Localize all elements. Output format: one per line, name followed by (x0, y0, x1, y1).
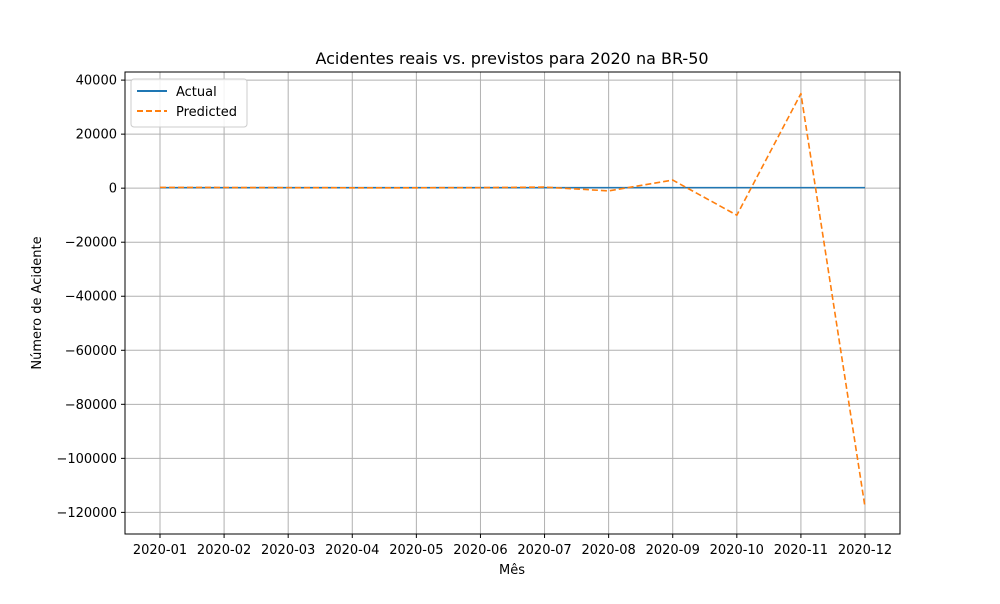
y-tick-label: −20000 (65, 236, 117, 251)
x-tick-label: 2020-07 (517, 543, 571, 558)
plot-area-frame (124, 71, 901, 535)
x-axis-label: Mês (499, 563, 525, 578)
x-tick-label: 2020-06 (453, 543, 507, 558)
y-tick-label: −100000 (56, 452, 117, 467)
grid (125, 72, 900, 534)
x-tick-label: 2020-12 (838, 543, 892, 558)
series-line-predicted (159, 92, 866, 508)
series-lines (159, 92, 866, 508)
x-tick-label: 2020-10 (710, 543, 764, 558)
y-tick-label: −80000 (65, 398, 117, 413)
y-tick-label: 40000 (76, 74, 117, 89)
legend: Actual Predicted (130, 78, 248, 128)
y-tick-label: 20000 (76, 128, 117, 143)
x-tick-label: 2020-08 (581, 543, 635, 558)
x-tick-label: 2020-01 (133, 543, 187, 558)
y-tick-label: 0 (109, 182, 117, 197)
x-tick-label: 2020-03 (261, 543, 315, 558)
y-tick-label: −60000 (65, 344, 117, 359)
x-tick-label: 2020-04 (325, 543, 379, 558)
x-axis: 2020-01 2020-02 2020-03 2020-04 2020-05 2020-… (133, 534, 892, 558)
x-tick-label: 2020-02 (197, 543, 251, 558)
x-tick-label: 2020-09 (646, 543, 700, 558)
y-axis-label: Número de Acidente (30, 236, 45, 369)
chart-title: Acidentes reais vs. previstos para 2020 … (315, 49, 708, 68)
x-tick-label: 2020-11 (774, 543, 828, 558)
legend-label-actual: Actual (176, 85, 217, 100)
legend-label-predicted: Predicted (176, 105, 237, 120)
y-axis: 40000 20000 0 −20000 −40000 −60000 −80000 −1000… (56, 74, 125, 521)
y-tick-label: −120000 (56, 506, 117, 521)
x-tick-label: 2020-05 (389, 543, 443, 558)
y-tick-label: −40000 (65, 290, 117, 305)
